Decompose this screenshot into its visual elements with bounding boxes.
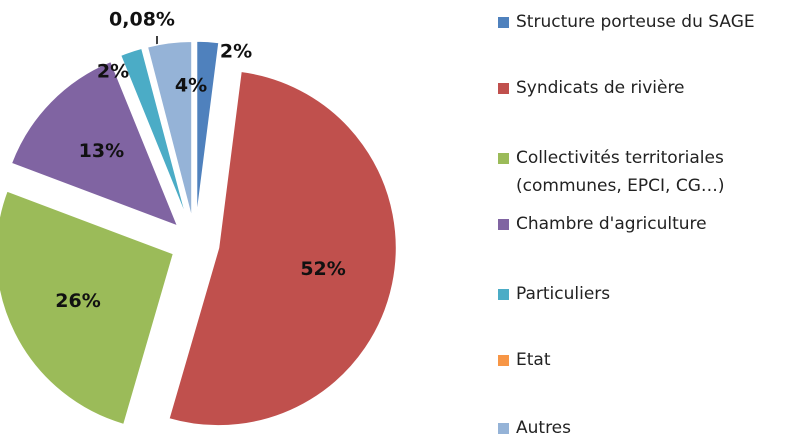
legend-label: Chambre d'agriculture bbox=[516, 214, 707, 234]
pie: 2% 52% 26% 13% 2% 0,08% 4% bbox=[0, 9, 398, 427]
legend-item: Syndicats de rivière bbox=[498, 74, 788, 102]
data-label: 2% bbox=[220, 41, 252, 63]
data-label: 26% bbox=[55, 290, 100, 312]
legend-swatch bbox=[498, 355, 509, 366]
legend-item: Collectivités territoriales (communes, E… bbox=[498, 144, 788, 200]
pie-slice bbox=[142, 46, 190, 220]
data-label: 13% bbox=[79, 140, 124, 162]
data-label: 52% bbox=[300, 258, 345, 280]
legend-item: Particuliers bbox=[498, 280, 788, 308]
legend-swatch bbox=[498, 423, 509, 434]
legend-item: Structure porteuse du SAGE bbox=[498, 8, 788, 36]
data-label: 4% bbox=[175, 75, 207, 97]
legend-label: Etat bbox=[516, 350, 551, 370]
legend-label: Structure porteuse du SAGE bbox=[516, 12, 755, 32]
pie-slice bbox=[0, 189, 175, 426]
legend-item: Etat bbox=[498, 346, 788, 374]
legend-item: Autres bbox=[498, 414, 788, 439]
pie-slice bbox=[146, 40, 193, 220]
legend-swatch bbox=[498, 219, 509, 230]
legend-swatch bbox=[498, 17, 509, 28]
legend-label: Autres bbox=[516, 418, 572, 438]
legend-swatch bbox=[498, 289, 509, 300]
legend-label: Syndicats de rivière bbox=[516, 78, 685, 98]
legend-item: Chambre d'agriculture bbox=[498, 210, 788, 238]
pie-slice bbox=[10, 60, 180, 228]
legend-swatch bbox=[498, 153, 509, 164]
pie-slice bbox=[195, 40, 220, 220]
data-label: 2% bbox=[97, 61, 129, 83]
pie-slice bbox=[119, 47, 189, 221]
legend-label: Particuliers bbox=[516, 284, 611, 304]
pie-slice bbox=[167, 70, 398, 427]
data-label: 0,08% bbox=[109, 9, 175, 31]
legend-label: Collectivités territoriales (communes, E… bbox=[516, 148, 725, 196]
legend-swatch bbox=[498, 83, 509, 94]
